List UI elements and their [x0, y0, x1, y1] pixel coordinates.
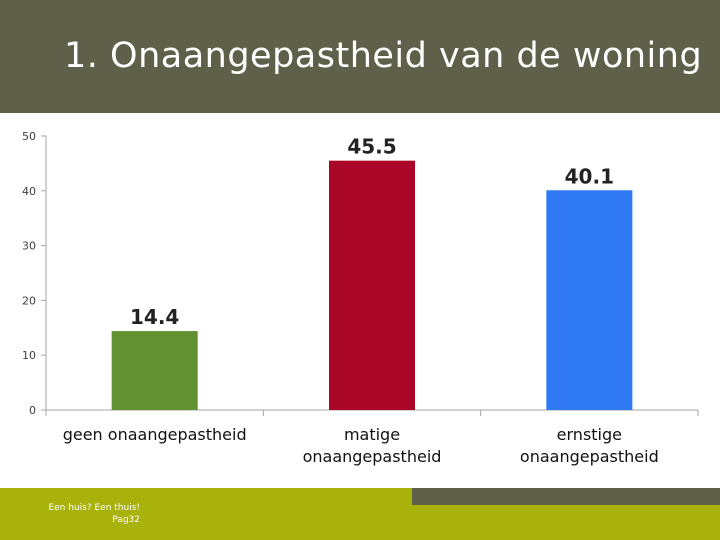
- footer-accent-strip: [412, 488, 720, 505]
- y-tick-label: 30: [22, 240, 36, 253]
- bar: [111, 331, 198, 410]
- footer-slogan: Een huis? Een thuis!: [48, 503, 140, 513]
- x-category-label: onaangepastheid: [303, 447, 442, 466]
- data-label: 14.4: [130, 305, 179, 329]
- x-category-label: geen onaangepastheid: [63, 425, 247, 444]
- y-tick-label: 10: [22, 349, 36, 362]
- bar-chart: 0 10 20 30 40 50 14.4 geen onaangepastheid 45.5 m…: [22, 130, 699, 466]
- slide-title: 1. Onaangepastheid van de woning: [64, 36, 703, 76]
- bar: [329, 160, 415, 410]
- data-label: 40.1: [565, 164, 614, 188]
- title-bar: [0, 0, 720, 113]
- x-category-label: ernstige: [557, 425, 622, 444]
- data-label: 45.5: [347, 135, 396, 159]
- y-tick-label: 0: [29, 404, 36, 417]
- y-tick-label: 50: [22, 130, 36, 143]
- y-tick-label: 20: [22, 294, 36, 307]
- y-tick-label: 40: [22, 185, 36, 198]
- page-number: Pag32: [112, 515, 140, 525]
- x-category-label: onaangepastheid: [520, 447, 659, 466]
- footer-bar-right: [412, 505, 720, 540]
- x-category-label: matige: [344, 425, 400, 444]
- footer-bar: [0, 488, 412, 540]
- bar: [546, 190, 633, 410]
- footer-text: Een huis? Een thuis! Pag32: [36, 502, 140, 526]
